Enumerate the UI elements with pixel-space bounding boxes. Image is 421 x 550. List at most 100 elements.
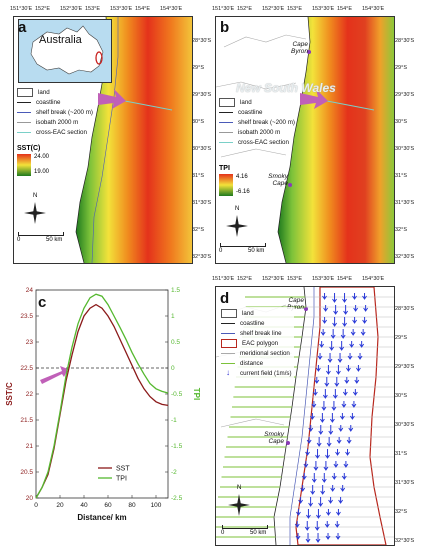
chart-c: 0 20 40 60 80 1002020.52121.52222.52323.524-2… (5, 287, 201, 522)
current-vector-arrow (346, 365, 351, 372)
scale-d-zero: 0 (221, 530, 225, 536)
scale-bar-a (18, 232, 64, 236)
current-vector-arrow (339, 341, 345, 351)
current-vector-arrow (345, 449, 350, 456)
current-vector-arrow (346, 437, 352, 444)
scale-d-end: 50 km (250, 530, 267, 536)
coord-tick-label: 30°30'S (395, 422, 415, 428)
current-vector-arrow (305, 533, 311, 543)
current-vector-arrow (310, 485, 316, 495)
y2-tick-label: 1 (171, 313, 175, 320)
current-vector-arrow (331, 473, 337, 480)
arrow-c (40, 366, 68, 384)
y-tick-label: 20.5 (20, 469, 33, 476)
eac-polygon (295, 287, 387, 545)
shelf-break-a (91, 17, 119, 263)
current-vector-arrow (352, 317, 358, 324)
panel-a: Australia land coastline shelf break (~2… (0, 0, 210, 270)
current-vector-arrow (308, 497, 314, 507)
current-vector-arrow (332, 389, 338, 399)
current-arrow-icon: ↓ (226, 368, 230, 377)
y-tick-label: 21.5 (20, 417, 33, 424)
coord-tick-label: 32°S (192, 227, 204, 233)
coord-tick-label: 152°30'E (262, 276, 285, 282)
current-vector-arrow (308, 425, 314, 432)
cape-byron-marker-b (307, 50, 311, 54)
colorbar-a-min: 19.00 (34, 169, 50, 175)
coord-tick-label: 29°S (395, 65, 407, 71)
current-vector-arrow (316, 437, 322, 447)
smoky-cape-marker-d (286, 441, 290, 445)
current-vector-arrow (356, 365, 361, 372)
current-vector-arrow (332, 293, 337, 303)
north-label-d: N (237, 485, 242, 491)
coord-tick-label: 29°30'S (192, 92, 212, 98)
inset-label: Australia (39, 34, 82, 46)
current-vector-arrow (334, 377, 340, 387)
current-vector-arrow (321, 473, 327, 483)
current-vector-arrow (315, 449, 320, 459)
current-vector-arrow (342, 389, 348, 396)
coord-tick-label: 31°30'S (395, 480, 415, 486)
current-vector-arrow (318, 425, 324, 435)
x-tick-label: 20 (56, 502, 64, 509)
current-vector-arrow (316, 365, 321, 372)
smoky-cape-marker-b (288, 183, 292, 187)
scale-a-end: 50 km (46, 237, 63, 243)
current-vector-arrow (322, 389, 328, 399)
current-vector-arrow (335, 449, 340, 456)
cape-byron-label-b: Cape Byron (291, 41, 308, 55)
australia-inset: Australia (18, 19, 112, 83)
panel-b-map: Cape Byron Smoky Cape New South Wales la… (215, 16, 395, 264)
coord-tick-label: 152°E (35, 6, 51, 12)
current-vector-arrow (320, 485, 326, 495)
current-vector-arrow (329, 341, 335, 351)
coord-tick-label: 153°E (85, 6, 101, 12)
scale-a-zero: 0 (17, 237, 21, 243)
y-tick-label: 21 (26, 443, 34, 450)
coord-tick-label: 29°S (395, 335, 407, 341)
y2-axis-label: TPI (192, 388, 201, 400)
current-vector-arrow (326, 509, 331, 516)
panel-d-map: Cape Byron Smoky Cape land coastline she… (215, 286, 395, 546)
coord-tick-label: 153°30'E (312, 6, 335, 12)
current-vector-arrow (303, 461, 309, 468)
coord-tick-label: 151°30'E (10, 6, 33, 12)
coord-tick-label: 32°30'S (395, 538, 415, 544)
scale-bar-d (222, 525, 268, 529)
current-vector-arrow (326, 437, 332, 447)
panel-a-letter: a (18, 19, 27, 36)
x-tick-label: 80 (128, 502, 136, 509)
colorbar-a (17, 154, 31, 176)
colorbar-a-title: SST(C) (17, 145, 41, 152)
current-vector-arrow (321, 401, 327, 411)
coord-tick-label: 154°30'E (160, 6, 183, 12)
legend-label-sst: SST (116, 466, 130, 473)
current-vector-arrow (352, 293, 357, 300)
current-vector-arrow (333, 461, 339, 468)
y2-tick-label: -1 (171, 417, 177, 424)
y2-tick-label: -1.5 (171, 443, 183, 450)
coord-tick-label: 152°E (237, 6, 253, 12)
current-vector-arrow (340, 485, 346, 492)
current-vector-arrow (349, 341, 355, 348)
arrow-a (98, 89, 126, 109)
coord-tick-label: 154°E (337, 6, 353, 12)
current-vector-arrow (300, 485, 306, 492)
current-vector-arrow (314, 521, 320, 531)
current-vector-arrow (360, 329, 366, 336)
coord-tick-label: 151°30'E (212, 6, 235, 12)
coord-tick-label: 154°30'E (362, 276, 385, 282)
panel-b-letter: b (220, 19, 230, 36)
current-vector-arrow (328, 497, 334, 504)
coord-tick-label: 153°E (287, 6, 303, 12)
current-vector-arrow (311, 401, 317, 408)
x-tick-label: 100 (151, 502, 162, 509)
current-vector-arrow (315, 533, 321, 543)
coord-tick-label: 31°S (395, 451, 407, 457)
coord-tick-label: 30°30'S (192, 146, 212, 152)
current-vector-arrow (330, 485, 336, 492)
current-vector-arrow (323, 305, 329, 312)
coord-tick-label: 28°30'S (395, 306, 415, 312)
north-arrow-d (228, 494, 250, 516)
